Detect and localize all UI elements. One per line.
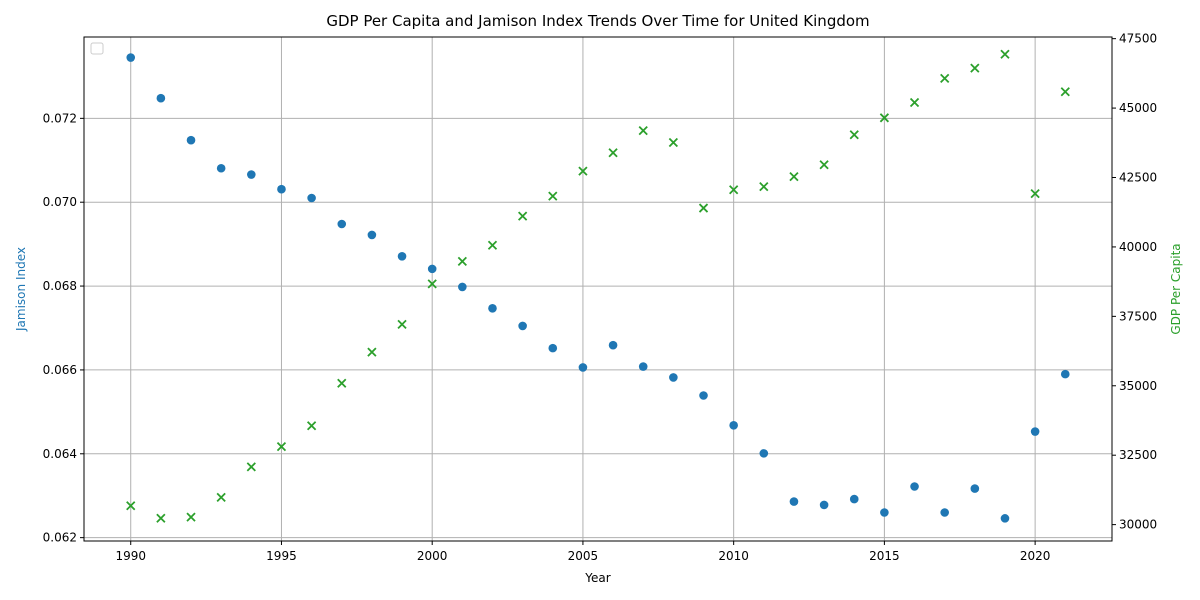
y-axis-left-title: Jamison Index [14,247,28,332]
x-tick-label: 2020 [1020,549,1051,563]
x-tick-label: 2005 [568,549,599,563]
jamison-index-point [789,497,799,506]
gdp-per-capita-point [367,347,377,357]
gdp-per-capita-point [337,378,347,388]
jamison-index-point [126,53,136,62]
gdp-per-capita-point [246,462,256,472]
y-left-tick-label: 0.072 [43,111,77,125]
jamison-index-point [247,170,256,179]
gdp-per-capita-point [427,279,437,289]
y-left-tick-label: 0.068 [43,279,77,293]
gdp-per-capita-point [1060,87,1070,97]
jamison-index-point [518,321,527,331]
gdp-per-capita-point [487,240,498,250]
gdp-per-capita-point [668,137,679,148]
gdp-per-capita-point [397,319,407,330]
plot-frame [83,36,1113,542]
gdp-per-capita-point [638,125,648,136]
gdp-per-capita-point [156,513,166,523]
jamison-index-point [759,449,769,458]
gdp-per-capita-point [216,492,226,503]
y-right-tick-label: 40000 [1119,240,1157,254]
gdp-per-capita-point [276,441,287,452]
jamison-index-point [699,391,708,400]
jamison-index-point [669,373,678,382]
gdp-per-capita-point [970,63,980,73]
jamison-index-point [578,363,588,372]
y-right-tick-label: 32500 [1119,448,1157,462]
x-tick-label: 2010 [718,549,749,563]
chart-title: GDP Per Capita and Jamison Index Trends … [326,12,869,30]
gdp-per-capita-point [879,113,890,123]
jamison-index-point [367,230,377,240]
gdp-per-capita-point [548,191,558,201]
jamison-index-point [880,508,889,517]
jamison-index-point [940,508,949,517]
y-right-tick-label: 37500 [1119,309,1157,323]
jamison-index-point [1060,369,1070,379]
data-marks [126,49,1070,523]
jamison-index-point [608,340,618,350]
gdp-per-capita-point [457,256,467,267]
gdp-per-capita-point [126,501,136,511]
jamison-index-point [427,264,437,274]
y-right-tick-label: 35000 [1119,379,1157,393]
legend-box [90,42,104,55]
y-right-tick-label: 47500 [1119,32,1157,46]
jamison-index-point [1000,514,1010,523]
y-left-tick-label: 0.066 [43,363,77,377]
jamison-index-point [277,184,286,194]
y-right-tick-label: 42500 [1119,171,1157,185]
jamison-index-point [397,251,407,261]
gdp-per-capita-point [186,512,196,522]
jamison-index-point [156,93,166,103]
jamison-index-point [849,494,859,504]
x-tick-label: 2000 [417,549,448,563]
jamison-index-point [488,303,497,313]
jamison-index-point [819,500,829,510]
y-left-tick-label: 0.064 [43,447,77,461]
gdp-per-capita-point [940,73,950,84]
jamison-index-point [307,193,316,203]
jamison-index-point [458,282,467,292]
jamison-index-point [216,163,226,173]
gdp-per-capita-point [306,421,317,431]
y-axis-right-title: GDP Per Capita [1169,243,1183,334]
gdp-per-capita-point [849,130,859,140]
x-tick-label: 1990 [115,549,146,563]
y-left-tick-label: 0.062 [43,531,77,545]
gdp-per-capita-point [729,185,739,195]
x-tick-label: 2015 [869,549,900,563]
grid-lines [84,37,1112,541]
jamison-index-point [910,482,919,491]
gdp-per-capita-point [1000,49,1010,59]
jamison-index-point [548,343,558,353]
axis-ticks: 1990 1995 2000 2005 2010 2015 2020 0.062 0.064 0.… [43,32,1158,563]
jamison-index-point [729,420,738,430]
gdp-per-capita-point [789,172,799,182]
y-right-tick-label: 45000 [1119,101,1157,115]
x-axis-title: Year [584,571,610,585]
jamison-index-point [970,484,980,493]
jamison-index-point [186,135,196,145]
jamison-index-point [638,362,648,371]
gdp-per-capita-point [909,97,920,108]
gdp-per-capita-point [1030,188,1040,199]
gdp-per-capita-point [698,203,709,213]
jamison-index-point [1030,427,1040,436]
y-left-tick-label: 0.070 [43,195,77,209]
gdp-per-capita-point [759,182,769,192]
gdp-per-capita-point [819,160,829,170]
gdp-per-capita-point [608,148,618,158]
gdp-per-capita-point [578,166,588,176]
x-tick-label: 1995 [266,549,297,563]
y-right-tick-label: 30000 [1119,518,1157,532]
jamison-index-point [337,219,347,229]
gdp-per-capita-point [517,211,528,221]
